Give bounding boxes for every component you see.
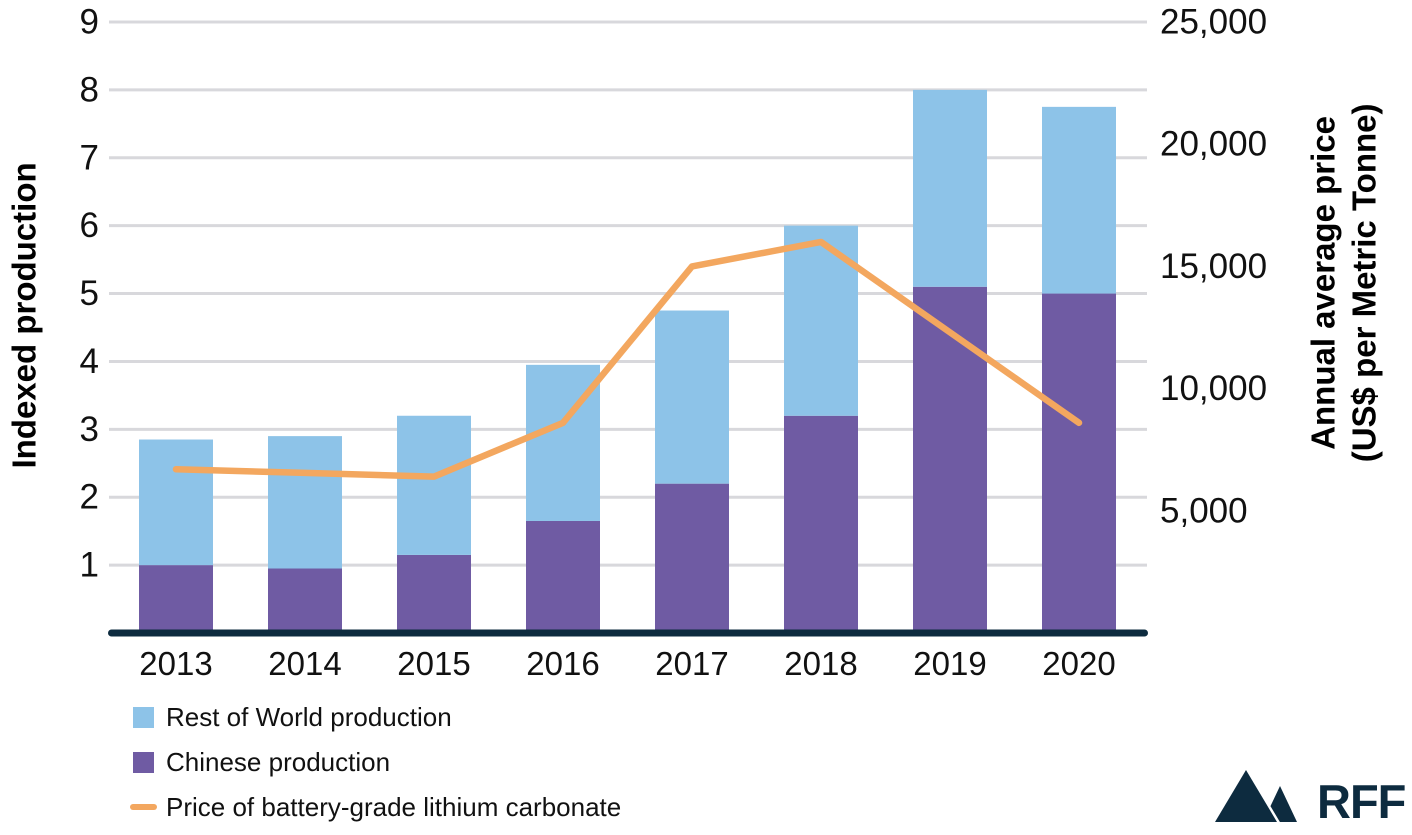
bar-segment-chinese — [913, 286, 987, 633]
left-axis-tick-label: 7 — [80, 138, 99, 177]
bar-segment-chinese — [397, 554, 471, 633]
bar-segment-rest-of-world — [784, 225, 858, 416]
legend: Rest of World production Chinese product… — [130, 701, 622, 822]
left-axis-tick-label: 2 — [80, 478, 99, 517]
right-axis-tick-label: 20,000 — [1160, 125, 1267, 164]
x-axis-tick-label: 2020 — [1042, 645, 1115, 682]
right-axis-title-line2: (US$ per Metric Tonne) — [1345, 103, 1383, 462]
x-axis-tick-label: 2015 — [397, 645, 470, 682]
left-axis-tick-label: 3 — [80, 410, 99, 449]
bar-segment-chinese — [139, 565, 213, 633]
logo-text: RFF — [1317, 775, 1405, 828]
left-axis-tick-label: 8 — [80, 70, 99, 109]
right-axis-title-wrap: Annual average price (US$ per Metric Ton… — [1296, 0, 1392, 565]
bar-segment-rest-of-world — [655, 310, 729, 484]
right-axis-tick-label: 10,000 — [1160, 369, 1267, 408]
price-line — [172, 238, 1083, 480]
logo-mountain-large-icon — [1210, 765, 1282, 825]
legend-item-rest-of-world: Rest of World production — [130, 701, 621, 732]
bar-segment-chinese — [526, 520, 600, 633]
x-axis-tick-label: 2018 — [784, 645, 857, 682]
rest-of-world-swatch-icon — [133, 706, 154, 728]
x-axis-tick-label: 2019 — [913, 645, 986, 682]
bar-segment-chinese — [1042, 293, 1116, 633]
price-line-swatch-icon — [130, 804, 157, 810]
right-axis-tick-label: 25,000 — [1160, 3, 1267, 42]
left-axis-tick-label: 5 — [80, 274, 99, 313]
bar-segment-rest-of-world — [913, 89, 987, 287]
legend-item-price: Price of battery-grade lithium carbonate — [130, 791, 622, 822]
legend-label-rest-of-world: Rest of World production — [166, 701, 452, 732]
rff-logo: RFF — [1210, 765, 1406, 828]
bar-segment-rest-of-world — [139, 439, 213, 566]
bar-segment-rest-of-world — [268, 436, 342, 569]
legend-label-price: Price of battery-grade lithium carbonate — [166, 791, 622, 822]
x-axis-line — [108, 629, 1148, 637]
chinese-production-swatch-icon — [133, 751, 154, 773]
bar-segment-chinese — [268, 568, 342, 633]
bar-segment-chinese — [655, 483, 729, 633]
left-axis-title-wrap: Indexed production — [6, 10, 44, 620]
left-axis-tick-label: 4 — [80, 342, 99, 381]
right-axis-tick-label: 15,000 — [1160, 247, 1267, 286]
bar-segment-rest-of-world — [1042, 106, 1116, 294]
x-axis-tick-label: 2013 — [139, 645, 212, 682]
right-axis-title-line1: Annual average price — [1304, 115, 1342, 450]
right-axis-tick-label: 5,000 — [1160, 491, 1248, 530]
legend-swatch-box — [130, 804, 157, 810]
bar-segment-chinese — [784, 415, 858, 633]
legend-label-chinese: Chinese production — [166, 746, 391, 777]
x-axis-tick-label: 2017 — [655, 645, 728, 682]
bar-segment-rest-of-world — [397, 415, 471, 555]
legend-swatch-box — [130, 706, 157, 728]
legend-swatch-box — [130, 751, 157, 773]
left-axis-tick-label: 6 — [80, 206, 99, 245]
right-axis-title: Annual average price (US$ per Metric Ton… — [1303, 103, 1385, 462]
left-axis-tick-label: 9 — [80, 3, 99, 42]
x-axis-tick-label: 2016 — [526, 645, 599, 682]
left-axis-title: Indexed production — [5, 161, 43, 469]
legend-item-chinese: Chinese production — [130, 746, 621, 777]
left-axis-tick-label: 1 — [80, 546, 99, 585]
x-axis-tick-label: 2014 — [268, 645, 341, 682]
